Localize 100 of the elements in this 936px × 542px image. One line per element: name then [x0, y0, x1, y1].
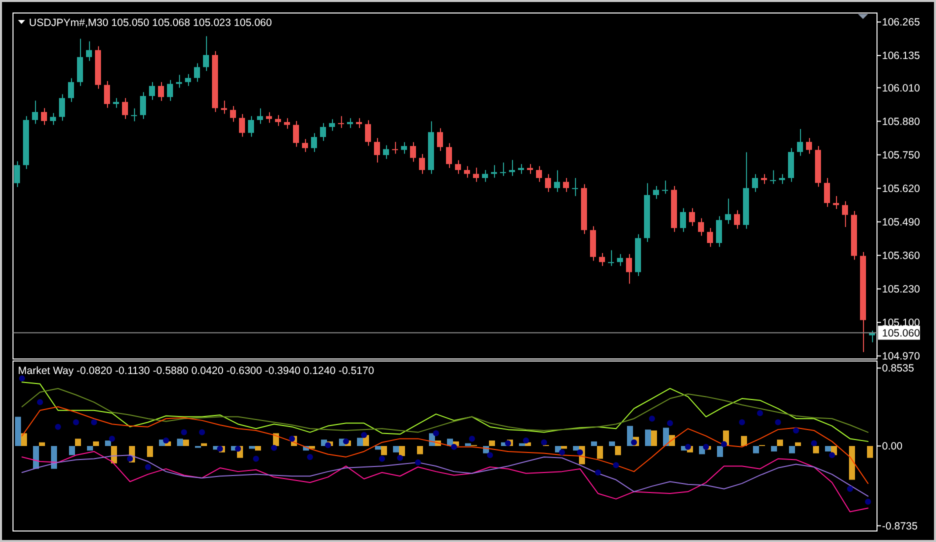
bar: [771, 446, 777, 452]
y-tick-label: -0.8735: [882, 520, 918, 532]
point: [253, 456, 259, 462]
point: [19, 375, 25, 382]
y-tick-label: 105.620: [882, 182, 920, 195]
candlestick: [500, 162, 506, 176]
bar: [645, 430, 651, 446]
y-tick-label: 105.360: [882, 250, 920, 262]
point: [487, 452, 493, 458]
point: [235, 446, 241, 452]
line-series: [22, 388, 868, 433]
point: [361, 432, 367, 438]
y-tick-label: 0.00: [882, 440, 903, 453]
point: [577, 449, 583, 456]
point: [379, 456, 385, 462]
y-tick-label: 106.265: [882, 16, 920, 29]
y-tick-label: 105.230: [882, 284, 920, 296]
bar: [825, 446, 831, 452]
point: [37, 399, 43, 406]
point: [865, 498, 871, 505]
bar: [813, 446, 819, 454]
point: [523, 438, 529, 444]
y-tick-label: 105.490: [882, 216, 920, 229]
bar: [489, 440, 495, 446]
point: [541, 439, 547, 446]
bar: [183, 440, 189, 446]
bar: [15, 416, 21, 446]
point: [847, 486, 853, 492]
bar: [93, 441, 99, 446]
point: [469, 436, 475, 442]
candlestick: [662, 180, 668, 194]
point: [325, 442, 331, 448]
bar: [741, 436, 747, 446]
point: [631, 439, 637, 446]
candlestick: [338, 116, 344, 128]
point: [559, 449, 565, 456]
point: [163, 438, 169, 444]
bar: [519, 443, 525, 446]
point: [91, 419, 97, 426]
bar: [777, 440, 783, 446]
point: [667, 420, 673, 426]
bar: [249, 446, 255, 449]
bar: [147, 446, 153, 457]
line-series: [22, 450, 868, 512]
bar: [849, 446, 855, 480]
candlestick: [572, 178, 578, 196]
y-tick-label: 105.880: [882, 116, 920, 128]
point: [793, 427, 799, 434]
candlestick: [131, 108, 137, 122]
bar: [465, 443, 471, 446]
point: [775, 419, 781, 426]
point: [721, 441, 727, 448]
ref-line-label: 105.060: [882, 327, 920, 340]
y-tick-label: 105.750: [882, 149, 920, 162]
point: [73, 419, 79, 426]
point: [307, 454, 313, 460]
point: [55, 424, 61, 430]
y-tick-label: 106.135: [882, 50, 920, 62]
bar: [51, 446, 57, 469]
candlestick: [770, 170, 776, 184]
point: [829, 452, 835, 458]
bar: [21, 433, 27, 446]
bar: [573, 446, 579, 451]
point: [739, 419, 745, 426]
bar: [597, 446, 603, 459]
bar: [105, 440, 111, 446]
bar: [615, 446, 621, 456]
line-series: [22, 454, 868, 497]
candlestick: [392, 142, 398, 154]
bar: [33, 446, 39, 469]
bar: [795, 442, 801, 446]
bar: [417, 446, 423, 454]
bar: [867, 446, 873, 458]
point: [451, 444, 457, 450]
point: [145, 464, 151, 470]
chart-title: USDJPYm#,M30 105.050 105.068 105.023 105.060: [29, 17, 272, 29]
bar: [789, 446, 795, 454]
point: [199, 429, 205, 436]
point: [811, 440, 817, 446]
point: [397, 454, 403, 461]
chart-title: Market Way -0.0820 -0.1130 -0.5880 0.0420 -0.6300 -0.3940 0.1240 -0.5170: [18, 365, 374, 377]
point: [343, 438, 349, 444]
bar: [75, 438, 81, 446]
bar: [111, 446, 117, 464]
point: [595, 469, 601, 476]
y-tick-label: 106.010: [882, 82, 920, 94]
bar: [627, 426, 633, 446]
point: [271, 444, 277, 451]
y-tick-label: 105.100: [882, 317, 920, 330]
bar: [393, 446, 399, 452]
bar: [651, 430, 657, 446]
bar: [609, 441, 615, 446]
y-tick-label: 104.970: [882, 350, 920, 363]
bar: [663, 428, 669, 446]
line-series: [22, 406, 868, 484]
bar: [753, 446, 759, 454]
point: [649, 416, 655, 422]
bar: [87, 446, 93, 451]
bar: [399, 446, 405, 456]
bar: [381, 446, 387, 456]
